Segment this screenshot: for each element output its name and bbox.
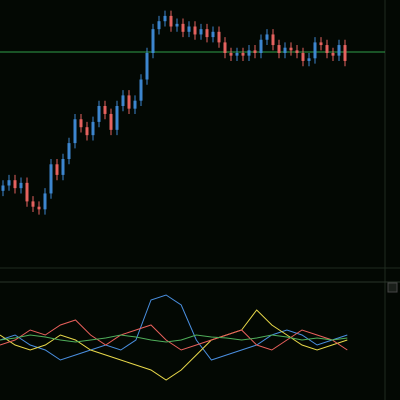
candle-body bbox=[229, 53, 233, 56]
candle-body bbox=[343, 45, 347, 61]
candle-body bbox=[337, 45, 341, 56]
candle-body bbox=[331, 53, 335, 56]
candle-body bbox=[1, 185, 5, 191]
candle-body bbox=[133, 100, 137, 109]
candle-body bbox=[127, 95, 131, 109]
candle-body bbox=[307, 58, 311, 61]
candle-body bbox=[313, 42, 317, 59]
candle-body bbox=[187, 26, 191, 32]
candle-body bbox=[7, 180, 11, 186]
candle-body bbox=[169, 15, 173, 27]
candle-body bbox=[295, 50, 299, 53]
candle-body bbox=[259, 39, 263, 53]
candle-body bbox=[91, 121, 95, 136]
candle-body bbox=[49, 164, 53, 194]
candle-body bbox=[211, 31, 215, 38]
oscillator-line bbox=[0, 334, 348, 343]
candle-body bbox=[301, 53, 305, 61]
oscillator-line bbox=[0, 319, 348, 351]
candle-body bbox=[79, 119, 83, 128]
candle-body bbox=[205, 29, 209, 38]
candle-body bbox=[163, 15, 167, 22]
candle-body bbox=[13, 180, 17, 189]
candle-body bbox=[37, 206, 41, 210]
candle-body bbox=[73, 119, 77, 144]
candle-body bbox=[151, 29, 155, 53]
candle-body bbox=[271, 34, 275, 46]
candle-body bbox=[109, 113, 113, 130]
candle-body bbox=[223, 42, 227, 53]
candle-body bbox=[235, 53, 239, 56]
candle-body bbox=[43, 193, 47, 210]
oscillator-line bbox=[0, 294, 348, 361]
candle-body bbox=[103, 106, 107, 114]
candle-body bbox=[97, 106, 101, 122]
candle-body bbox=[277, 45, 281, 53]
candle-body bbox=[61, 159, 65, 175]
close-pane-button[interactable] bbox=[387, 282, 398, 293]
candle-body bbox=[115, 106, 119, 130]
candle-body bbox=[241, 53, 245, 56]
candle-body bbox=[19, 182, 23, 189]
candle-body bbox=[325, 45, 329, 53]
candle-body bbox=[67, 143, 71, 159]
candle-body bbox=[139, 79, 143, 101]
candle-body bbox=[55, 164, 59, 175]
candle-body bbox=[121, 95, 125, 106]
oscillator-line bbox=[0, 309, 348, 381]
candle-body bbox=[265, 34, 269, 40]
candle-body bbox=[193, 26, 197, 35]
candle-body bbox=[181, 23, 185, 32]
candle-body bbox=[319, 42, 323, 46]
candle-body bbox=[31, 201, 35, 207]
candle-body bbox=[25, 182, 29, 202]
candle-body bbox=[199, 29, 203, 35]
candle-body bbox=[85, 127, 89, 136]
candle-body bbox=[289, 47, 293, 51]
candle-body bbox=[157, 21, 161, 30]
candle-body bbox=[247, 50, 251, 56]
candle-body bbox=[145, 53, 149, 80]
candle-body bbox=[175, 23, 179, 27]
candle-body bbox=[217, 31, 221, 43]
candle-body bbox=[253, 50, 257, 53]
candle-body bbox=[283, 47, 287, 53]
